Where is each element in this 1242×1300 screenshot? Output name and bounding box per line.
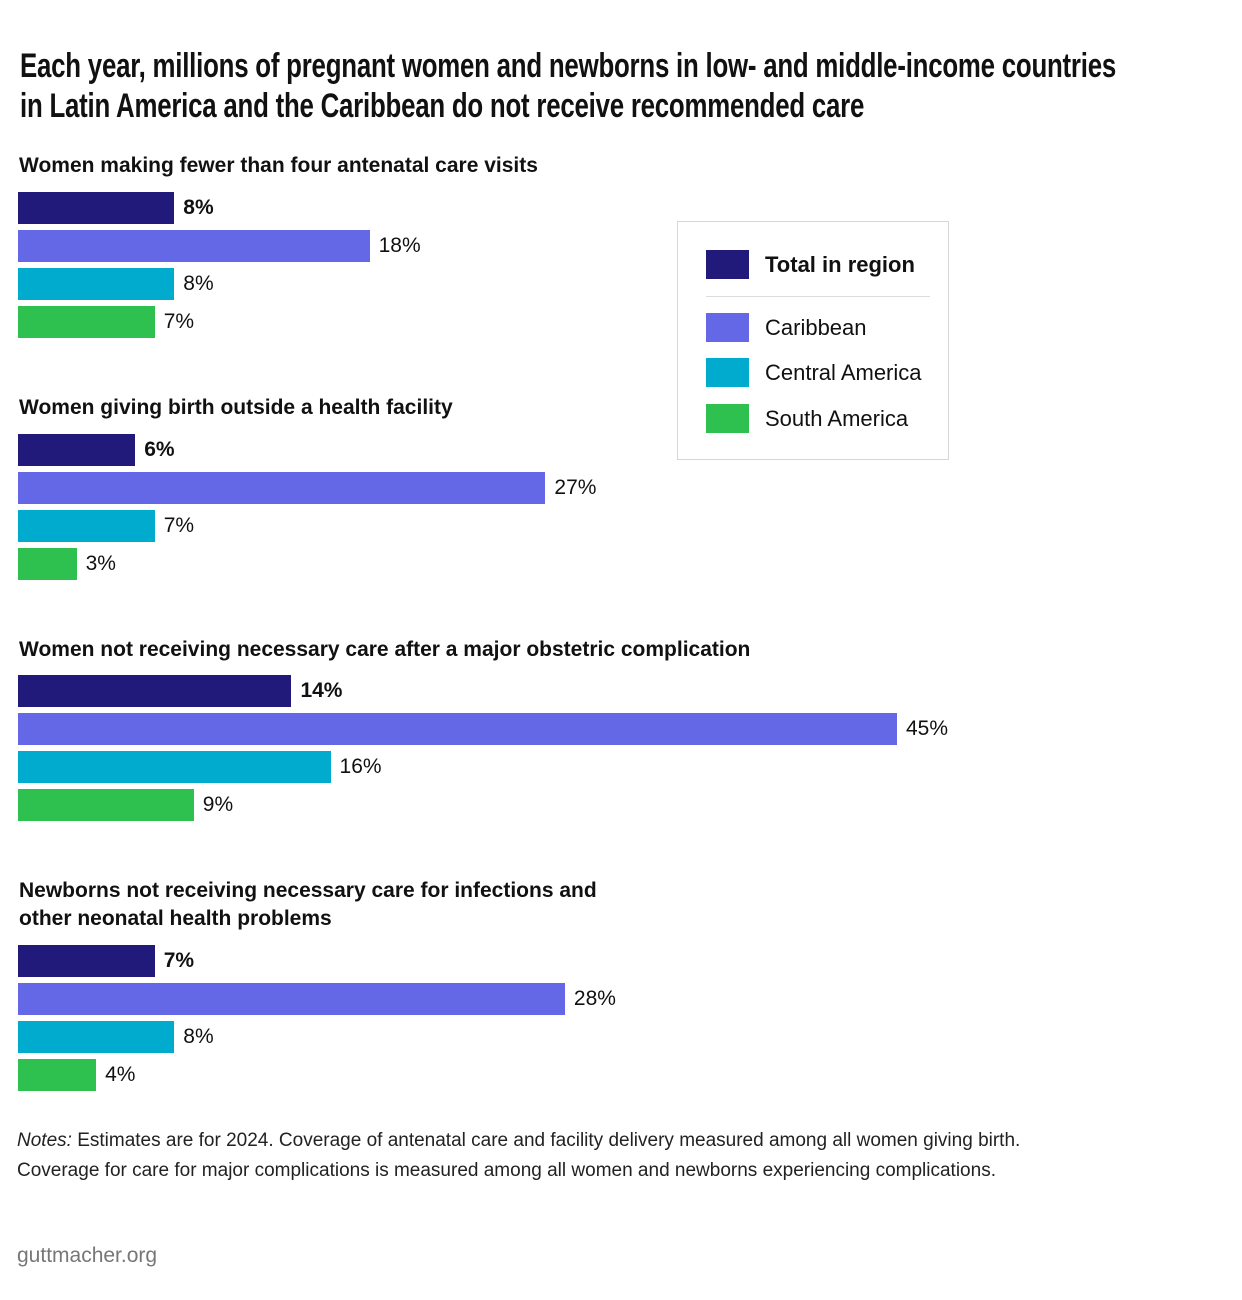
bar-value-label: 8% [183, 1025, 214, 1048]
bar [18, 983, 565, 1015]
bar-value-label: 16% [339, 755, 382, 778]
legend-item-central-america: Central America [706, 358, 922, 387]
bar-value-label: 45% [906, 717, 949, 740]
bar [18, 751, 331, 783]
legend: Total in region Caribbean Central Americ… [677, 221, 949, 460]
bar-value-label: 14% [300, 679, 343, 702]
bar-value-label: 6% [144, 438, 175, 461]
chart-title-line-1: Each year, millions of pregnant women an… [20, 47, 1117, 85]
legend-swatch [706, 313, 749, 342]
bar-value-label: 28% [573, 987, 616, 1010]
bar [18, 192, 175, 224]
legend-swatch [706, 250, 749, 279]
bar-value-label: 8% [183, 196, 214, 219]
legend-item-total: Total in region [706, 250, 915, 279]
bar [18, 510, 155, 542]
chart-title: Each year, millions of pregnant women an… [20, 46, 1116, 126]
notes-line-2: Coverage for care for major complication… [17, 1160, 996, 1181]
bar [18, 945, 155, 977]
bar [18, 434, 136, 466]
group-title-line: other neonatal health problems [19, 907, 332, 930]
bar [18, 268, 175, 300]
legend-divider [706, 296, 930, 297]
bar-value-label: 7% [163, 949, 195, 972]
legend-label: Total in region [765, 251, 915, 277]
group-title: Newborns not receiving necessary care fo… [19, 877, 597, 933]
bar [18, 713, 897, 745]
bar [18, 548, 77, 580]
bar [18, 789, 194, 821]
bar [18, 306, 155, 338]
legend-label: South America [765, 405, 909, 431]
bar-value-label: 3% [85, 552, 116, 575]
chart-title-line-2: in Latin America and the Caribbean do no… [20, 87, 865, 125]
bar-value-label: 8% [183, 272, 214, 295]
bar [18, 1059, 97, 1091]
legend-label: Central America [765, 359, 922, 385]
bar-value-label: 7% [163, 310, 195, 333]
footer-source: guttmacher.org [17, 1244, 158, 1267]
legend-swatch [706, 358, 749, 387]
bar-value-label: 18% [378, 234, 421, 257]
bar [18, 472, 546, 504]
bar [18, 675, 292, 707]
notes-line-1: Estimates are for 2024. Coverage of ante… [71, 1130, 1021, 1151]
group-title-line: Newborns not receiving necessary care fo… [19, 879, 597, 902]
group-title: Women making fewer than four antenatal c… [19, 154, 538, 177]
group-title: Women giving birth outside a health faci… [19, 396, 453, 419]
group-title: Women not receiving necessary care after… [19, 638, 751, 661]
notes-prefix: Notes: [17, 1130, 72, 1151]
legend-swatch [706, 404, 749, 433]
bar-value-label: 4% [105, 1063, 136, 1086]
legend-item-caribbean: Caribbean [706, 313, 867, 342]
legend-label: Caribbean [765, 314, 867, 340]
bar-value-label: 27% [554, 476, 597, 499]
notes: Notes: Estimates are for 2024. Coverage … [17, 1126, 1020, 1186]
bar-value-label: 9% [202, 793, 234, 816]
bar [18, 1021, 175, 1053]
legend-item-south-america: South America [706, 404, 908, 433]
bar [18, 230, 370, 262]
bar-value-label: 7% [163, 514, 195, 537]
